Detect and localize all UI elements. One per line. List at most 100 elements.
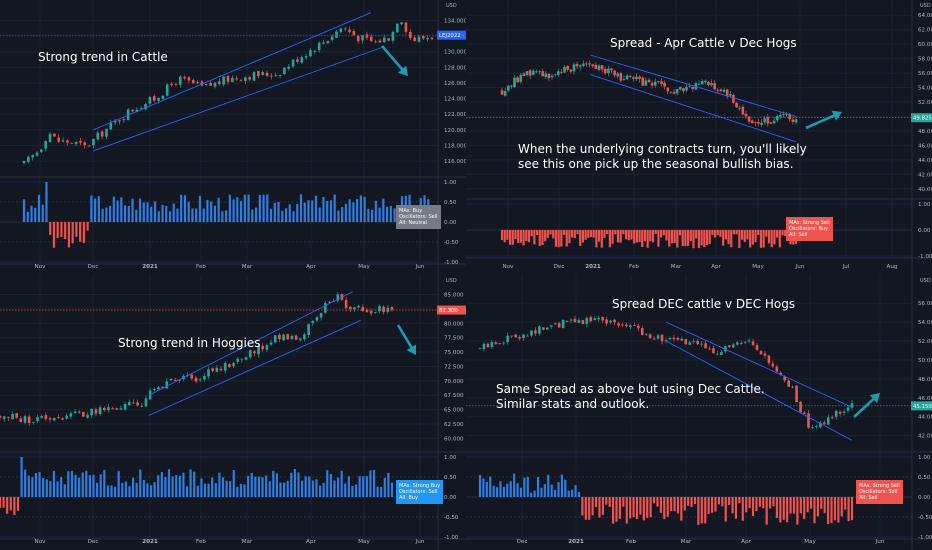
trend-channel-line bbox=[148, 291, 354, 396]
y-tick-label: 70.000 bbox=[444, 379, 464, 385]
oscillator-bar bbox=[716, 230, 719, 236]
x-tick-label: Mar bbox=[681, 539, 692, 545]
oscillator-bar bbox=[513, 473, 516, 497]
oscillator-bar bbox=[663, 497, 666, 520]
candle bbox=[569, 69, 573, 72]
hogs-chart-panel[interactable]: 85.00082.50080.00077.50075.00072.50070.0… bbox=[0, 275, 466, 550]
oscillator-bar bbox=[652, 497, 656, 504]
oscillator-bar bbox=[745, 497, 748, 513]
candle bbox=[109, 122, 113, 130]
summary-oscillators: Oscillators: Buy bbox=[789, 226, 829, 232]
candle bbox=[291, 59, 295, 67]
oscillator-bar bbox=[127, 205, 130, 222]
oscillator-bar bbox=[92, 474, 95, 497]
oscillator-bar bbox=[571, 489, 574, 497]
oscillator-bar bbox=[704, 497, 707, 524]
candle bbox=[563, 66, 566, 73]
oscillator-bar bbox=[587, 230, 590, 238]
oscillator-bar bbox=[383, 477, 386, 497]
oscillator-bar bbox=[196, 485, 199, 497]
candle bbox=[621, 324, 624, 326]
annotation-hogs: Strong trend in Hoggies bbox=[118, 336, 261, 350]
oscillator-bar bbox=[337, 210, 340, 222]
candle bbox=[365, 34, 369, 38]
candle bbox=[688, 342, 692, 345]
candle bbox=[169, 378, 173, 381]
oscillator-bar bbox=[615, 497, 618, 522]
candle bbox=[404, 22, 408, 32]
dec-cattle-dec-hogs-spread-panel[interactable]: 56.000 54.000 52.000 50.000 48.000 46.000 44.0… bbox=[466, 275, 932, 550]
oscillator-bar bbox=[131, 198, 134, 222]
oscillator-bar bbox=[67, 222, 71, 248]
oscillator-bar bbox=[492, 485, 495, 497]
oscillator-bar bbox=[117, 471, 120, 497]
oscillator-bar bbox=[758, 497, 761, 507]
summary-all: All: Neutral bbox=[399, 220, 427, 226]
oscillator-bar bbox=[161, 204, 164, 222]
candle bbox=[644, 80, 648, 86]
candle bbox=[118, 120, 121, 122]
oscillator-bar bbox=[743, 230, 746, 243]
oscillator-bar bbox=[206, 199, 209, 222]
y-tick-label: 130.000 bbox=[444, 50, 466, 56]
candle bbox=[422, 35, 425, 39]
technical-summary-box: MAs: Buy Oscillators: Sell All: Neutral bbox=[396, 205, 441, 229]
oscillator-bar bbox=[52, 470, 56, 497]
oscillator-bar bbox=[210, 201, 213, 222]
candle bbox=[538, 71, 541, 73]
oscillator-bar bbox=[60, 222, 63, 238]
oscillator-bar bbox=[728, 497, 731, 506]
candle bbox=[328, 301, 331, 303]
oscillator-bar bbox=[225, 480, 228, 497]
oscillator-bar bbox=[616, 230, 620, 243]
candle bbox=[96, 132, 100, 140]
candle bbox=[696, 340, 699, 345]
oscillator-bar bbox=[629, 497, 632, 519]
oscillator-bar bbox=[762, 497, 765, 509]
oscillator-bar bbox=[138, 198, 142, 222]
candle bbox=[720, 352, 723, 355]
candle bbox=[514, 334, 517, 338]
candle bbox=[830, 417, 834, 419]
candle bbox=[219, 368, 223, 371]
candle bbox=[589, 317, 593, 322]
y-tick-label: 80.000 bbox=[444, 321, 464, 327]
oscillator-bar bbox=[478, 475, 482, 497]
candle bbox=[708, 348, 711, 350]
candle bbox=[710, 83, 713, 86]
candle bbox=[57, 417, 60, 418]
oscillator-bar bbox=[646, 497, 649, 518]
candle bbox=[794, 119, 798, 123]
oscillator-tick-label: -1.00 bbox=[444, 535, 459, 541]
oscillator-bar bbox=[714, 497, 717, 512]
oscillator-bar bbox=[254, 476, 257, 497]
oscillator-bar bbox=[549, 230, 552, 235]
candle bbox=[426, 38, 429, 40]
arrow-shaft bbox=[381, 45, 406, 74]
oscillator-bar bbox=[589, 230, 593, 237]
oscillator-bar bbox=[110, 485, 113, 497]
oscillator-bar bbox=[708, 230, 711, 244]
candle bbox=[244, 77, 247, 81]
y-tick-label: 56.000 bbox=[918, 71, 932, 77]
candle bbox=[506, 85, 510, 91]
oscillator-bar bbox=[308, 476, 311, 497]
currency-label: USD bbox=[446, 278, 457, 284]
oscillator-tick-label: 0.00 bbox=[444, 220, 457, 226]
candle bbox=[625, 324, 628, 327]
apr-cattle-dec-hogs-spread-panel[interactable]: 64.000 62.000 60.000 58.000 56.000 54.000 52.0… bbox=[466, 0, 932, 275]
oscillator-bar bbox=[540, 487, 543, 497]
oscillator-bar bbox=[608, 230, 611, 248]
candle bbox=[782, 114, 785, 116]
oscillator-bar bbox=[203, 483, 207, 497]
candle bbox=[685, 86, 688, 91]
trend-channel-line bbox=[590, 54, 797, 117]
oscillator-bar bbox=[719, 230, 722, 237]
oscillator-bar bbox=[85, 470, 88, 497]
oscillator-bar bbox=[536, 476, 540, 497]
oscillator-bar bbox=[116, 200, 119, 222]
oscillator-bar bbox=[358, 476, 361, 497]
candle bbox=[290, 335, 294, 340]
oscillator-bar bbox=[34, 207, 37, 222]
cattle-chart-panel[interactable]: 134.000132.000130.000128.000126.000124.0… bbox=[0, 0, 466, 275]
